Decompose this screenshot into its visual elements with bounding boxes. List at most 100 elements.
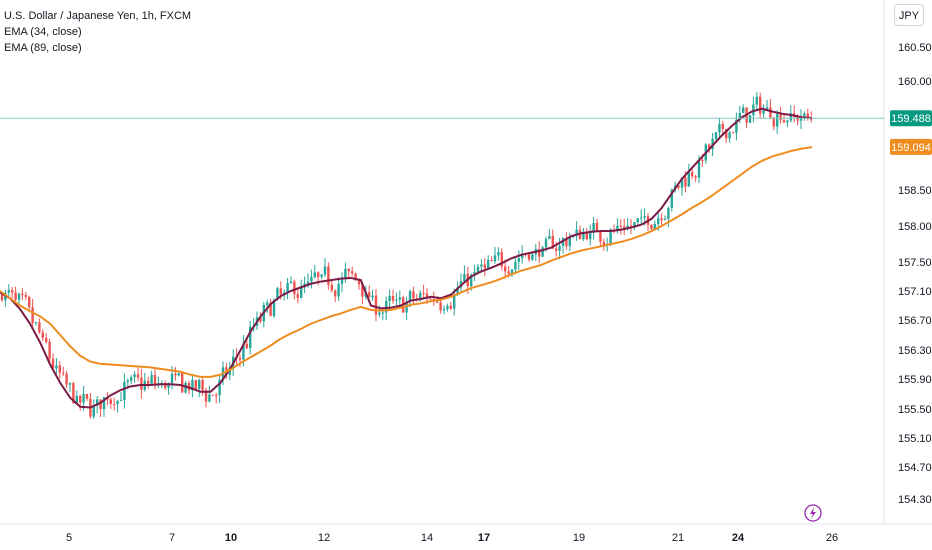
- candle-body: [548, 235, 551, 240]
- candle-body: [361, 284, 364, 297]
- y-tick-label: 155.500: [898, 404, 932, 416]
- candle-body: [14, 292, 17, 300]
- candle-body: [276, 288, 279, 300]
- candle-body: [102, 397, 106, 410]
- candle-body: [75, 396, 78, 404]
- candle-body: [514, 261, 517, 270]
- candle-body: [602, 241, 605, 246]
- candle-body: [259, 317, 262, 322]
- candle-body: [79, 396, 82, 403]
- candle-body: [640, 217, 643, 219]
- candle-body: [490, 259, 493, 262]
- x-tick-label: 24: [732, 532, 745, 544]
- candle-body: [575, 229, 578, 237]
- candle-body: [68, 383, 72, 385]
- currency-button[interactable]: JPY: [894, 4, 924, 26]
- candle-body: [45, 337, 48, 342]
- candle-body: [412, 291, 415, 299]
- candle-body: [487, 259, 490, 269]
- y-tick-label: 156.300: [898, 345, 932, 357]
- candle-body: [765, 107, 769, 111]
- candle-body: [164, 383, 167, 388]
- candle-body: [62, 372, 65, 374]
- candle-body: [340, 277, 344, 284]
- candle-body: [446, 305, 449, 310]
- candle-body: [748, 115, 752, 123]
- ema-89-label: 159.094: [891, 142, 931, 154]
- y-tick-label: 155.100: [898, 433, 932, 445]
- candle-body: [687, 172, 690, 187]
- candle-body: [735, 119, 738, 133]
- candle-body: [388, 296, 391, 301]
- candle-body: [796, 116, 799, 121]
- candle-body: [442, 309, 446, 311]
- candle-body: [181, 373, 184, 393]
- candle-body: [803, 113, 806, 117]
- legend-title: U.S. Dollar / Japanese Yen, 1h, FXCM: [4, 10, 192, 22]
- candle-body: [85, 393, 89, 399]
- candle-body: [544, 239, 548, 248]
- candle-body: [82, 393, 85, 403]
- candle-body: [551, 235, 554, 249]
- x-tick-label: 10: [225, 532, 237, 544]
- candle-body: [636, 218, 639, 222]
- y-tick-label: 160.500: [898, 42, 932, 54]
- y-tick-label: 156.700: [898, 315, 932, 327]
- candle-body: [381, 312, 384, 314]
- candle-body: [198, 379, 201, 389]
- candle-body: [497, 252, 500, 256]
- candle-body: [184, 382, 187, 393]
- candle-body: [344, 268, 347, 278]
- candle-body: [500, 252, 503, 267]
- candle-body: [136, 374, 140, 378]
- candle-body: [119, 400, 123, 402]
- candle-body: [7, 290, 10, 293]
- candle-body: [113, 404, 116, 406]
- x-tick-label: 5: [66, 532, 72, 544]
- lightning-icon[interactable]: [804, 504, 822, 522]
- last-price-label: 159.488: [891, 113, 931, 125]
- candle-body: [789, 113, 792, 121]
- legend-ema-fast: EMA (34, close): [4, 26, 82, 38]
- candle-body: [633, 221, 636, 228]
- x-tick-label: 17: [478, 532, 490, 544]
- candle-body: [582, 231, 585, 240]
- x-tick-label: 7: [169, 532, 175, 544]
- candle-body: [279, 288, 282, 295]
- candle-body: [317, 272, 320, 277]
- candle-body: [684, 177, 687, 187]
- candle-body: [391, 296, 395, 301]
- candle-body: [228, 367, 231, 375]
- x-tick-label: 19: [573, 532, 585, 544]
- candle-body: [31, 307, 34, 324]
- candle-body: [762, 110, 765, 114]
- legend: U.S. Dollar / Japanese Yen, 1h, FXCM EMA…: [4, 8, 191, 56]
- candle-body: [463, 273, 466, 282]
- candle-body: [0, 294, 4, 301]
- candle-body: [211, 394, 214, 396]
- candle-body: [510, 269, 514, 274]
- candle-body: [21, 293, 24, 296]
- candle-body: [320, 274, 323, 277]
- candle-body: [140, 377, 143, 390]
- candle-body: [609, 229, 612, 244]
- candle-body: [194, 380, 197, 389]
- candle-body: [96, 399, 99, 406]
- y-tick-label: 158.000: [898, 221, 932, 233]
- candle-body: [269, 302, 272, 317]
- candle-body: [208, 394, 211, 402]
- candle-body: [772, 117, 775, 127]
- y-tick-label: 157.100: [898, 286, 932, 298]
- candle-body: [174, 373, 177, 376]
- y-tick-label: 160.000: [898, 76, 932, 88]
- candle-body: [752, 104, 755, 116]
- candle-body: [660, 218, 663, 220]
- candle-body: [147, 380, 150, 384]
- candle-body: [354, 273, 357, 281]
- candle-body: [714, 132, 718, 139]
- candle-body: [351, 271, 354, 274]
- candle-body: [116, 400, 119, 405]
- ema-34-line: [0, 107, 813, 409]
- candle-body: [347, 268, 350, 272]
